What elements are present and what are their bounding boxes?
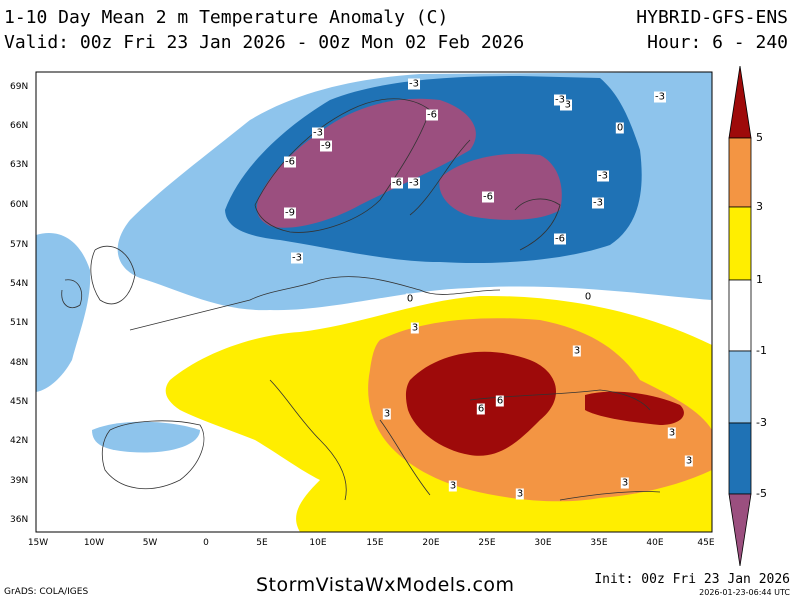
- lon-label: 35E: [590, 538, 608, 548]
- lon-label: 15W: [27, 538, 49, 548]
- lon-label: 0: [203, 538, 209, 548]
- coastlines: [61, 98, 661, 501]
- contour-label: 3: [448, 480, 458, 492]
- contour-label: 3: [515, 488, 525, 500]
- lat-label: 69N: [10, 82, 29, 92]
- contour-label: 6: [476, 403, 486, 415]
- contour-label: 3: [684, 455, 694, 467]
- contour-label: -9: [284, 207, 296, 219]
- contour-label: 3: [410, 322, 420, 334]
- lat-label: 63N: [10, 160, 29, 170]
- map-title: 1-10 Day Mean 2 m Temperature Anomaly (C…: [4, 7, 449, 28]
- contour-label: -3: [654, 91, 666, 103]
- model-name: HYBRID-GFS-ENS: [636, 7, 788, 28]
- lat-label: 57N: [10, 240, 29, 250]
- warm-region-strong-east: [585, 391, 684, 425]
- contour-label: 6: [495, 395, 505, 407]
- colorbar-below-m5: [728, 493, 752, 567]
- contour-label: -3: [592, 197, 604, 209]
- contour-label: -3: [408, 78, 420, 90]
- lat-label: 51N: [10, 318, 29, 328]
- lon-label: 5W: [142, 538, 158, 548]
- contour-label: 0: [405, 293, 415, 305]
- colorbar-label: -1: [756, 344, 767, 357]
- contour-label: -6: [391, 177, 403, 189]
- colorbar-m5-m3: [728, 422, 752, 495]
- forecast-hours: Hour: 6 - 240: [647, 32, 788, 53]
- contour-label: -3: [554, 94, 566, 106]
- contour-label: -6: [482, 191, 494, 203]
- contour-label: -3: [291, 252, 303, 264]
- lat-label: 66N: [10, 121, 29, 131]
- lon-label: 10E: [309, 538, 327, 548]
- lon-label: 45E: [697, 538, 715, 548]
- contour-label: -3: [312, 127, 324, 139]
- software-credit: GrADS: COLA/IGES: [4, 587, 89, 597]
- lat-label: 42N: [10, 436, 29, 446]
- lon-label: 25E: [478, 538, 496, 548]
- contour-label: -6: [554, 233, 566, 245]
- lon-label: 30E: [534, 538, 552, 548]
- contour-label: 0: [583, 291, 593, 303]
- colorbar-label: -3: [756, 416, 767, 429]
- map-frame: [35, 71, 713, 533]
- lon-label: 10W: [83, 538, 105, 548]
- colorbar-above-5: [728, 65, 752, 139]
- cold-region-light-west: [36, 233, 91, 392]
- site-watermark: StormVistaWxModels.com: [256, 574, 515, 596]
- lon-label: 20E: [422, 538, 440, 548]
- contour-label: 3: [667, 427, 677, 439]
- contour-label: -3: [560, 99, 572, 111]
- colorbar-label: 1: [756, 273, 763, 286]
- contour-label: -3: [408, 177, 420, 189]
- lat-label: 54N: [10, 279, 29, 289]
- lon-label: 5E: [256, 538, 268, 548]
- generated-timestamp: 2026-01-23-06:44 UTC: [699, 588, 790, 597]
- colorbar: [728, 65, 752, 567]
- lon-label: 15E: [366, 538, 384, 548]
- cold-region-strong-russia: [439, 153, 562, 220]
- init-time: Init: 00z Fri 23 Jan 2026: [594, 572, 790, 587]
- cold-region-light-iberia: [92, 421, 200, 453]
- contour-label: 0: [615, 122, 625, 134]
- contour-label: 3: [382, 408, 392, 420]
- colorbar-neutral: [728, 279, 752, 352]
- colorbar-label: -5: [756, 487, 767, 500]
- colorbar-label: 5: [756, 131, 763, 144]
- contour-label: -6: [284, 156, 296, 168]
- contour-label: -9: [320, 140, 332, 152]
- contour-label: 3: [620, 477, 630, 489]
- lon-label: 40E: [646, 538, 664, 548]
- lat-label: 48N: [10, 358, 29, 368]
- lat-label: 60N: [10, 200, 29, 210]
- lat-label: 36N: [10, 515, 29, 525]
- colorbar-3-5: [728, 137, 752, 208]
- colorbar-1-3: [728, 206, 752, 281]
- contour-label: -3: [597, 170, 609, 182]
- lat-label: 45N: [10, 397, 29, 407]
- valid-period: Valid: 00z Fri 23 Jan 2026 - 00z Mon 02 …: [4, 32, 525, 53]
- contour-label: -6: [426, 109, 438, 121]
- lat-label: 39N: [10, 476, 29, 486]
- colorbar-m3-m1: [728, 350, 752, 424]
- contour-label: 3: [572, 345, 582, 357]
- colorbar-label: 3: [756, 200, 763, 213]
